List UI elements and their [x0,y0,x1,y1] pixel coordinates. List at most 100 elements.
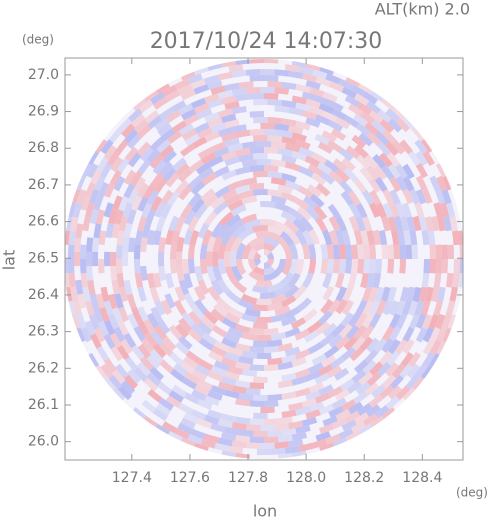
radar-cell [443,216,452,232]
radar-cell [249,165,264,173]
radar-cell [210,279,224,296]
radar-cell [267,357,283,365]
radar-cell [162,336,177,351]
radar-cell [264,128,279,136]
radar-cell [362,359,377,375]
radar-cell [399,216,410,232]
radar-cell [381,98,395,111]
radar-cell [178,168,193,183]
radar-cell [315,114,331,126]
radar-cell [126,208,137,225]
radar-cell [260,424,275,432]
y-tick-label: 26.5 [28,250,59,266]
radar-cell [249,400,264,408]
radar-cell [311,152,328,165]
radar-cell [348,190,361,206]
radar-cell [161,84,178,97]
radar-cell [305,63,321,71]
radar-cell [113,176,126,192]
radar-cell [375,300,387,316]
radar-cell [196,398,213,410]
radar-cell [345,324,360,340]
radar-cell [123,169,137,186]
radar-cell [318,310,333,326]
radar-cell [249,58,264,64]
radar-cell [231,224,247,239]
radar-cell [203,433,220,444]
radar-cell [152,408,168,422]
radar-cell [100,162,113,179]
radar-cell [288,107,304,116]
radar-cell [259,291,277,300]
radar-cell [67,244,75,259]
radar-cell [238,356,254,365]
radar-cell [116,157,130,173]
radar-cell [415,313,427,329]
radar-cell [251,285,269,294]
radar-cell [252,171,268,178]
radar-cell [363,413,378,427]
radar-cell [76,189,87,205]
subtitle: ALT(km) 2.0 [375,0,470,19]
radar-cell [143,318,156,335]
radar-cell [144,90,158,103]
radar-cell [94,175,106,191]
radar-cell [137,159,152,175]
radar-cell [267,99,283,106]
radar-cell [194,384,210,396]
radar-cell [292,284,307,300]
radar-cell [80,259,87,274]
radar-cell [399,259,406,274]
radar-cell [301,110,317,121]
radar-cell [363,244,371,259]
radar-cell [267,301,283,311]
radar-cell [210,423,226,433]
radar-cell [139,147,154,162]
radar-cell [433,300,443,316]
radar-cell [347,272,357,288]
radar-cell [260,68,275,76]
radar-cell [366,272,375,288]
radar-cell [274,69,290,77]
radar-cell [198,167,214,181]
radar-cell [88,352,100,368]
radar-cell [224,194,241,206]
radar-cell [341,86,357,99]
radar-cell [399,139,413,155]
radar-cell [291,450,307,457]
radar-cell [297,185,314,199]
radar-cell [160,189,174,205]
radar-cell [70,216,79,232]
radar-cell [224,119,240,129]
radar-cell [302,308,318,323]
radar-cell [260,406,275,414]
radar-cell [284,284,300,299]
radar-cell [421,272,430,288]
radar-cell [210,195,226,210]
radar-cell [387,385,403,400]
radar-cell [360,272,369,289]
radar-cell [387,163,401,179]
radar-cell [180,71,196,81]
radar-cell [401,202,412,218]
radar-cell [277,379,293,389]
radar-cell [136,141,151,157]
radar-cell [184,371,201,385]
radar-cell [224,101,240,110]
radar-cell [221,432,237,441]
radar-cell [364,349,379,364]
radar-cell [381,244,388,259]
radar-cell [414,363,428,379]
radar-cell [267,430,283,437]
radar-cell [357,259,365,274]
radar-cell [207,63,223,71]
radar-cell [294,197,310,211]
radar-cell [217,437,233,447]
radar-cell [228,64,244,73]
radar-cell [307,320,323,334]
radar-cell [320,299,334,315]
radar-cell [249,147,264,154]
radar-cell [305,370,321,382]
radar-cell [356,154,371,170]
radar-cell [197,321,213,335]
